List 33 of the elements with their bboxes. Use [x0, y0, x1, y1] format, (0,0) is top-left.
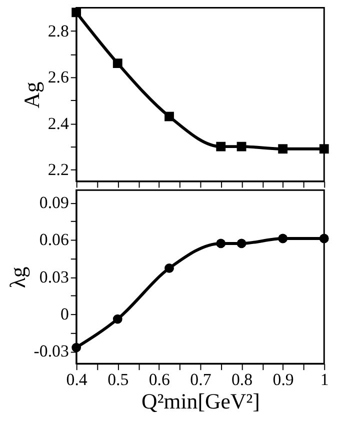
y-tick-label: 2.8	[48, 21, 69, 40]
x-axis-title: Q²min[GeV²]	[142, 390, 260, 414]
point	[112, 58, 122, 68]
point	[236, 142, 246, 152]
point	[236, 238, 246, 248]
x-tick-label: 0.4	[66, 370, 88, 389]
y-tick-label: 2.4	[48, 114, 70, 133]
point	[278, 144, 288, 154]
x-tick-label: 0.5	[108, 370, 129, 389]
y-axis-title: Ag	[20, 82, 44, 108]
y-tick-label: 0.03	[39, 267, 69, 286]
point	[72, 8, 82, 18]
y-tick-label: 2.6	[48, 68, 69, 87]
point	[216, 142, 226, 152]
point	[278, 234, 288, 244]
point	[164, 112, 174, 122]
y-axis-title: λg	[6, 266, 30, 288]
y-tick-label: -0.03	[34, 342, 69, 361]
x-tick-label: 1	[320, 370, 329, 389]
y-tick-label: 0.06	[39, 230, 69, 250]
point	[164, 264, 174, 273]
point	[112, 314, 122, 324]
point	[216, 238, 226, 248]
y-tick-label: 0.09	[39, 193, 69, 212]
x-tick-label: 0.7	[190, 370, 212, 389]
point	[319, 144, 329, 154]
x-tick-label: 0.8	[231, 370, 253, 389]
x-tick-label: 0.9	[272, 370, 294, 389]
y-tick-label: 0	[60, 304, 69, 324]
point	[319, 234, 329, 244]
point	[72, 342, 82, 352]
x-tick-label: 0.6	[148, 370, 170, 389]
y-tick-label: 2.2	[48, 160, 69, 180]
